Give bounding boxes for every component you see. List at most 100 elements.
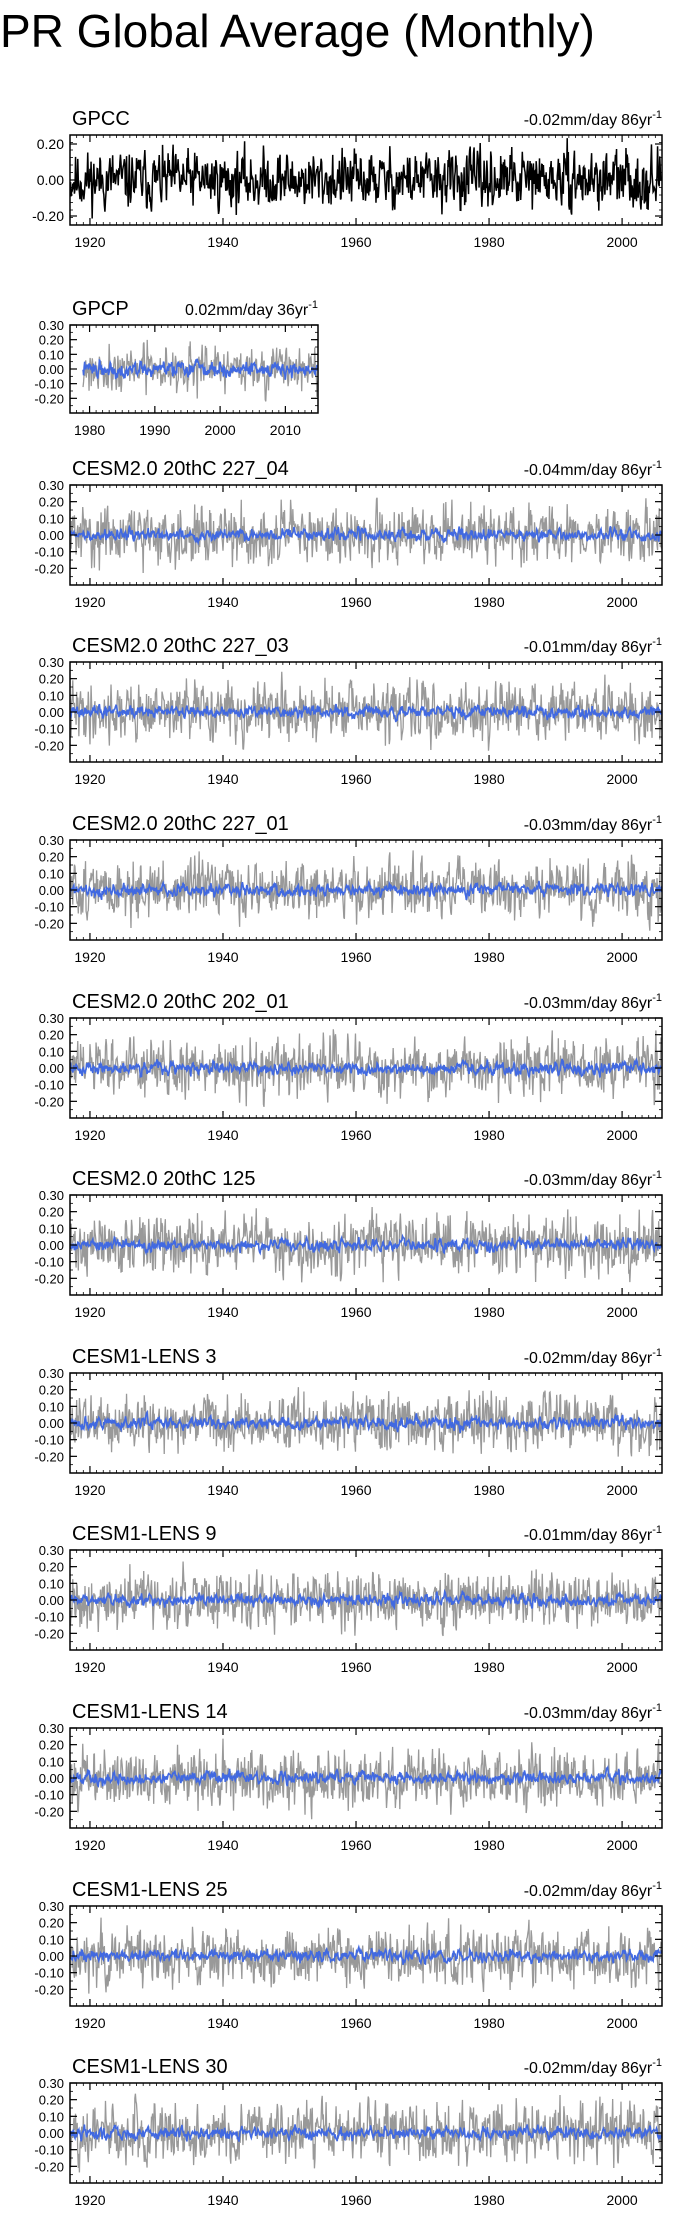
y-tick-label: 0.30 <box>39 1543 64 1558</box>
x-tick-label: 1920 <box>74 1659 105 1675</box>
x-tick-label: 1980 <box>473 1304 504 1320</box>
y-tick-label: 0.20 <box>39 1560 64 1575</box>
trend-label: 0.02mm/day 36yr-1 <box>185 299 318 319</box>
trend-label: -0.01mm/day 86yr-1 <box>524 1524 662 1544</box>
y-tick-label: -0.20 <box>34 1271 64 1286</box>
y-tick-label: 0.20 <box>39 495 64 510</box>
trend-label: -0.02mm/day 86yr-1 <box>524 1347 662 1367</box>
x-tick-label: 1940 <box>207 234 238 250</box>
y-tick-label: 0.10 <box>39 347 64 362</box>
trend-value: -0.02 <box>524 1883 561 1900</box>
trend-value: 0.02 <box>185 302 216 319</box>
y-tick-label: 0.10 <box>39 1221 64 1236</box>
y-tick-label: 0.20 <box>39 672 64 687</box>
panel-title: CESM2.0 20thC 227_01 <box>72 813 289 835</box>
y-tick-label: -0.20 <box>34 916 64 931</box>
trend-unit: mm/day <box>560 1350 617 1367</box>
trend-unit: mm/day <box>560 112 617 129</box>
trend-period: 86yr <box>621 2060 653 2077</box>
y-tick-label: -0.10 <box>34 900 64 915</box>
y-tick-label: 0.10 <box>39 1044 64 1059</box>
y-tick-label: 0.00 <box>39 1061 64 1076</box>
trend-period: 86yr <box>621 1705 653 1722</box>
y-tick-label: 0.00 <box>39 362 64 377</box>
page-title: PR Global Average (Monthly) <box>0 5 595 57</box>
series-model_filtered-line <box>70 1057 662 1080</box>
trend-period: 86yr <box>621 639 653 656</box>
trend-exponent: -1 <box>652 109 662 121</box>
series-model_filtered-line <box>70 1944 662 1966</box>
x-tick-label: 1920 <box>74 1837 105 1853</box>
panel-title: CESM2.0 20thC 227_03 <box>72 635 289 657</box>
chart-panel-7: CESM2.0 20thC 125 -0.03mm/day 86yr-1 0.30 0.… <box>34 1168 663 1320</box>
chart-panel-9: CESM1-LENS 9 -0.01mm/day 86yr-1 0.30 0.200.1… <box>34 1523 663 1675</box>
y-tick-label: -0.20 <box>34 1094 64 1109</box>
trend-exponent: -1 <box>652 1169 662 1181</box>
y-tick-label: 0.30 <box>39 1721 64 1736</box>
x-tick-label: 2000 <box>205 422 236 438</box>
y-tick-label: -0.20 <box>32 208 64 224</box>
y-tick-label: 0.00 <box>39 883 64 898</box>
x-tick-label: 1980 <box>473 1482 504 1498</box>
y-tick-label: 0.00 <box>39 1949 64 1964</box>
series-model_filtered-line <box>70 524 662 546</box>
x-tick-label: 1920 <box>74 2015 105 2031</box>
trend-exponent: -1 <box>652 636 662 648</box>
x-tick-label: 1920 <box>74 2192 105 2208</box>
x-tick-label: 1920 <box>74 234 105 250</box>
chart-panel-5: CESM2.0 20thC 227_01 -0.03mm/day 86yr-1 0.3… <box>34 813 663 965</box>
series-model_filtered-line <box>82 358 318 380</box>
x-tick-label: 1980 <box>473 949 504 965</box>
y-tick-label: 0.20 <box>39 1205 64 1220</box>
trend-value: -0.02 <box>524 1350 561 1367</box>
x-tick-label: 1960 <box>340 2015 371 2031</box>
chart-panel-2: GPCP 0.02mm/day 36yr-1 0.300.200.100.00-0.1… <box>34 298 319 438</box>
trend-exponent: -1 <box>308 299 318 311</box>
panel-title: CESM1-LENS 3 <box>72 1346 217 1368</box>
x-tick-label: 1980 <box>473 771 504 787</box>
x-tick-label: 1960 <box>340 949 371 965</box>
x-tick-label: 1990 <box>139 422 170 438</box>
y-tick-label: -0.10 <box>34 1788 64 1803</box>
x-tick-label: 1940 <box>207 1837 238 1853</box>
y-tick-label: -0.10 <box>34 377 64 392</box>
y-tick-label: 0.20 <box>39 850 64 865</box>
y-tick-label: 0.20 <box>39 2093 64 2108</box>
x-tick-label: 1940 <box>207 1482 238 1498</box>
x-tick-label: 2000 <box>607 1127 638 1143</box>
series-model_filtered-line <box>70 1588 662 1611</box>
trend-value: -0.03 <box>524 1705 561 1722</box>
y-tick-label: -0.20 <box>34 1804 64 1819</box>
y-tick-label: 0.30 <box>39 1188 64 1203</box>
panel-title: GPCC <box>72 108 130 130</box>
trend-value: -0.03 <box>524 995 561 1012</box>
y-tick-label: -0.20 <box>34 1626 64 1641</box>
trend-unit: mm/day <box>560 1527 617 1544</box>
panel-title: CESM1-LENS 25 <box>72 1879 228 1901</box>
trend-unit: mm/day <box>560 1172 617 1189</box>
x-tick-label: 1960 <box>340 1127 371 1143</box>
x-tick-label: 1940 <box>207 2192 238 2208</box>
x-tick-label: 1940 <box>207 1127 238 1143</box>
y-tick-label: 0.00 <box>39 1771 64 1786</box>
x-tick-label: 2000 <box>607 234 638 250</box>
y-tick-label: 0.20 <box>39 1383 64 1398</box>
series-model_raw-line <box>70 1917 662 1994</box>
y-tick-label: 0.20 <box>39 1028 64 1043</box>
y-tick-label: 0.10 <box>39 866 64 881</box>
y-tick-label: -0.10 <box>34 722 64 737</box>
trend-period: 86yr <box>621 1527 653 1544</box>
x-tick-label: 2000 <box>607 1659 638 1675</box>
trend-label: -0.03mm/day 86yr-1 <box>524 814 662 834</box>
x-tick-label: 1960 <box>340 1482 371 1498</box>
trend-period: 86yr <box>621 995 653 1012</box>
y-tick-label: -0.10 <box>34 545 64 560</box>
y-tick-label: -0.10 <box>34 1610 64 1625</box>
x-tick-label: 1920 <box>74 771 105 787</box>
x-tick-label: 1980 <box>473 1127 504 1143</box>
trend-exponent: -1 <box>652 2057 662 2069</box>
x-tick-label: 2000 <box>607 594 638 610</box>
x-tick-label: 1960 <box>340 2192 371 2208</box>
trend-value: -0.01 <box>524 639 561 656</box>
chart-panel-1: GPCC -0.02mm/day 86yr-1 0.20 0.00 -0.20 1920 19… <box>32 108 663 250</box>
